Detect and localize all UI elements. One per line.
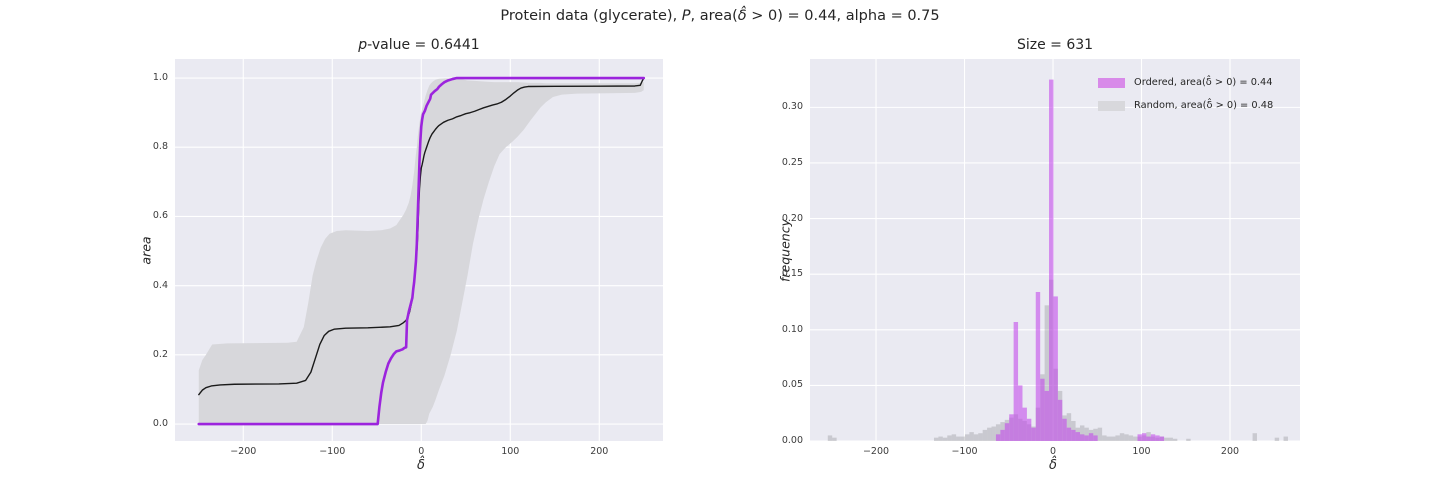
- right-x-axis-label: δ̂: [1049, 458, 1057, 473]
- legend: Ordered, area(δ̂ > 0) = 0.44 Random, are…: [1098, 77, 1273, 123]
- left-y-tick-label: 0.0: [152, 418, 168, 430]
- figure-title: Protein data (glycerate), P, area(δ̂ > 0…: [0, 8, 1440, 24]
- left-y-tick-label: 0.4: [152, 279, 168, 291]
- left-x-axis-label: δ̂: [417, 458, 425, 473]
- figure-title-text-3: > 0) = 0.44, alpha = 0.75: [746, 8, 940, 24]
- right-y-tick-label: 0.30: [781, 101, 803, 113]
- left-plot-title: p-value = 0.6441: [175, 37, 663, 53]
- right-x-tick-label: 0: [1049, 446, 1057, 457]
- left-y-tick-label: 1.0: [152, 72, 168, 84]
- left-chart-area: [175, 59, 663, 441]
- left-plot-title-italic-p: p: [358, 37, 368, 53]
- left-y-tick-label: 0.8: [152, 141, 168, 153]
- right-y-tick-label: 0.15: [781, 268, 803, 280]
- right-x-tick-label: −200: [862, 446, 890, 457]
- legend-label-ordered: Ordered, area(δ̂ > 0) = 0.44: [1134, 77, 1273, 88]
- right-y-tick-label: 0.05: [781, 379, 803, 391]
- left-x-tick-label: −100: [319, 446, 346, 457]
- left-x-tick-label: 0: [418, 446, 425, 457]
- right-y-tick-label: 0.10: [781, 323, 803, 335]
- legend-item-ordered: Ordered, area(δ̂ > 0) = 0.44: [1098, 77, 1273, 88]
- figure-title-text-2: , area(: [690, 8, 738, 24]
- figure-title-text-1: Protein data (glycerate),: [500, 8, 682, 24]
- right-x-tick-label: 200: [1220, 446, 1240, 457]
- legend-label-random: Random, area(δ̂ > 0) = 0.48: [1134, 100, 1274, 111]
- right-x-tick-label: −100: [951, 446, 978, 457]
- right-y-tick-label: 0.25: [781, 156, 803, 168]
- figure-title-delta-hat: δ̂: [737, 8, 747, 24]
- left-plot-title-rest: -value = 0.6441: [367, 37, 480, 53]
- right-y-tick-label: 0.20: [781, 212, 803, 224]
- left-x-tick-label: 100: [501, 446, 520, 457]
- figure-title-italic-P: P: [681, 8, 691, 24]
- legend-item-random: Random, area(δ̂ > 0) = 0.48: [1098, 100, 1273, 111]
- right-y-tick-label: 0.00: [781, 435, 803, 446]
- left-y-tick-label: 0.2: [152, 348, 168, 360]
- right-plot-title: Size = 631: [1016, 37, 1094, 53]
- right-x-tick-label: 100: [1132, 446, 1151, 457]
- ordered-swatch-icon: [1098, 77, 1125, 88]
- left-y-tick-label: 0.6: [152, 210, 168, 222]
- left-x-tick-label: −200: [230, 446, 257, 457]
- random-swatch-icon: [1098, 100, 1125, 111]
- right-chart-area: [810, 59, 1300, 441]
- left-x-tick-label: 200: [590, 446, 609, 457]
